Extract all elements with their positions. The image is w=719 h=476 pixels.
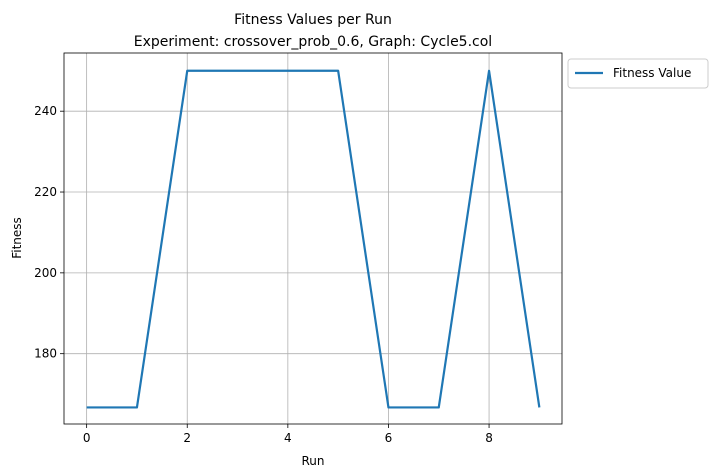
- plot-frame: [63, 52, 563, 425]
- series-line: [86, 69, 541, 409]
- y-tick-label: 240: [34, 104, 57, 118]
- legend-label: Fitness Value: [613, 66, 691, 80]
- chart-subtitle: Experiment: crossover_prob_0.6, Graph: C…: [134, 34, 492, 50]
- grid-lines: [64, 53, 562, 424]
- x-tick-label: 4: [284, 431, 292, 445]
- legend: Fitness Value: [567, 58, 709, 89]
- y-axis-label: Fitness: [10, 217, 24, 259]
- x-tick-label: 6: [385, 431, 393, 445]
- y-tick-label: 220: [34, 185, 57, 199]
- legend-box: [567, 58, 709, 89]
- x-tick-label: 8: [485, 431, 493, 445]
- axis-ticks: 0 2 4 6 8 180 200 220 240: [34, 104, 493, 445]
- y-tick-label: 200: [34, 266, 57, 280]
- x-tick-label: 2: [183, 431, 191, 445]
- x-tick-label: 0: [83, 431, 91, 445]
- chart-title: Fitness Values per Run: [234, 12, 392, 28]
- x-axis-label: Run: [301, 454, 324, 468]
- y-tick-label: 180: [34, 347, 57, 361]
- series-layer: [86, 69, 541, 409]
